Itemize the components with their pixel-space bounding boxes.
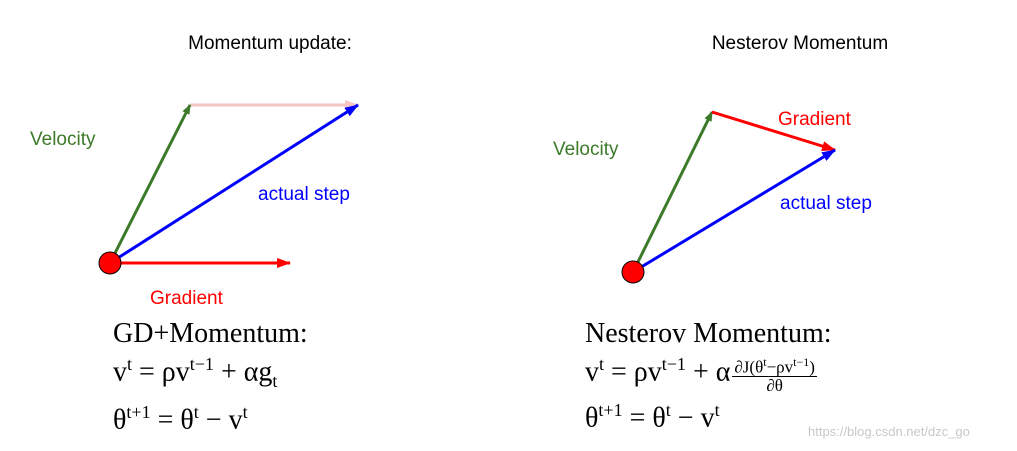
math-text: = ρv xyxy=(132,356,190,388)
math-text: θ xyxy=(113,404,127,436)
actual-step-label: actual step xyxy=(258,184,350,205)
actual-step-label: actual step xyxy=(780,193,872,214)
math-text: = ρv xyxy=(604,356,662,388)
gradient-arrow xyxy=(711,110,836,152)
math-text: ∂θ xyxy=(766,376,783,396)
velocity-label: Velocity xyxy=(553,139,619,160)
title: Momentum update: xyxy=(188,33,352,54)
math-sup: t xyxy=(599,354,605,374)
math-text: −ρv xyxy=(766,357,794,377)
math-text: v xyxy=(113,356,127,388)
math-text: − v xyxy=(198,404,243,436)
formula: Nesterov Momentum: vt = ρvt−1 + α ∂J(θt−ρv… xyxy=(585,318,832,434)
math-sup: t xyxy=(665,400,671,421)
math-sup: t+1 xyxy=(126,401,151,422)
math-sup: t xyxy=(763,354,767,369)
actual-step-arrow xyxy=(632,148,836,274)
watermark: https://blog.csdn.net/dzc_go xyxy=(808,424,970,439)
gradient-label: Gradient xyxy=(778,109,851,130)
math-text: ∂J(θ xyxy=(734,357,764,377)
math-text: = θ xyxy=(150,404,194,436)
math-sup: t xyxy=(127,354,133,374)
formula-title: GD+Momentum: xyxy=(113,318,308,349)
math-text: θ xyxy=(585,402,599,434)
formula-line: vt = ρvt−1 + αgt xyxy=(113,349,308,397)
actual-step-arrow xyxy=(109,103,359,265)
math-sup: t xyxy=(193,401,199,422)
math-text: ) xyxy=(809,357,815,377)
math-text: + α xyxy=(685,356,731,388)
math-sup: t−1 xyxy=(793,354,810,369)
fraction: ∂J(θt−ρvt−1) ∂θ xyxy=(732,353,817,396)
math-sup: t−1 xyxy=(189,354,214,374)
math-text: − v xyxy=(670,402,715,434)
math-text: + αg xyxy=(213,356,273,388)
velocity-label: Velocity xyxy=(30,129,96,150)
denominator: ∂θ xyxy=(766,377,783,395)
math-text: = θ xyxy=(622,402,666,434)
math-sup: t xyxy=(714,400,720,421)
numerator: ∂J(θt−ρvt−1) xyxy=(732,353,817,378)
gradient-label: Gradient xyxy=(150,288,223,309)
formula-line: vt = ρvt−1 + α ∂J(θt−ρvt−1) ∂θ xyxy=(585,349,832,395)
start-point xyxy=(98,251,122,275)
math-sub: t xyxy=(272,370,278,391)
formula-title: Nesterov Momentum: xyxy=(585,318,832,349)
formula-line: θt+1 = θt − vt xyxy=(585,395,832,433)
math-sup: t+1 xyxy=(598,400,623,421)
velocity-arrow xyxy=(631,111,714,273)
start-point xyxy=(621,260,645,284)
title: Nesterov Momentum xyxy=(711,33,889,54)
math-sup: t xyxy=(242,401,248,422)
math-sup: t−1 xyxy=(661,354,686,374)
formula: GD+Momentum: vt = ρvt−1 + αgt θt+1 = θt − … xyxy=(113,318,308,435)
formula-line: θt+1 = θt − vt xyxy=(113,397,308,435)
velocity-arrow xyxy=(108,104,192,264)
math-text: v xyxy=(585,356,599,388)
